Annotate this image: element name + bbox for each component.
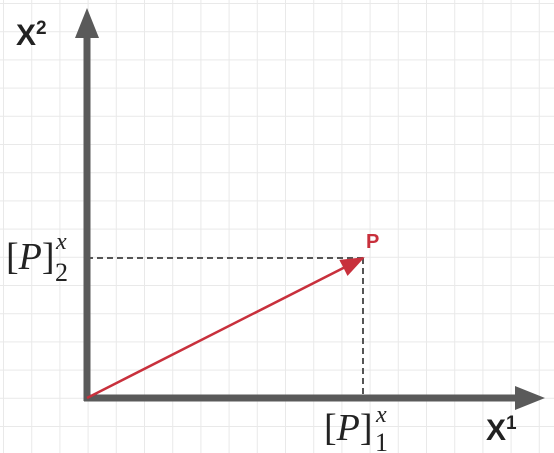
x-axis-label-superscript: 1 (506, 413, 517, 434)
y-component-subscript: 2 (55, 258, 68, 287)
y-component-label: [P] x 2 (6, 229, 71, 287)
y-axis-label: X2 (16, 18, 47, 52)
x-component-superscript: x (375, 402, 387, 428)
x-axis-label: X1 (486, 413, 517, 447)
y-component-superscript: x (55, 229, 67, 255)
y-axis-label-superscript: 2 (36, 18, 47, 39)
x-component-label: [P] x 1 (324, 402, 391, 453)
x-component-subscript: 1 (375, 428, 388, 453)
position-vector-arrow (86, 256, 365, 400)
point-label: P (366, 231, 379, 253)
